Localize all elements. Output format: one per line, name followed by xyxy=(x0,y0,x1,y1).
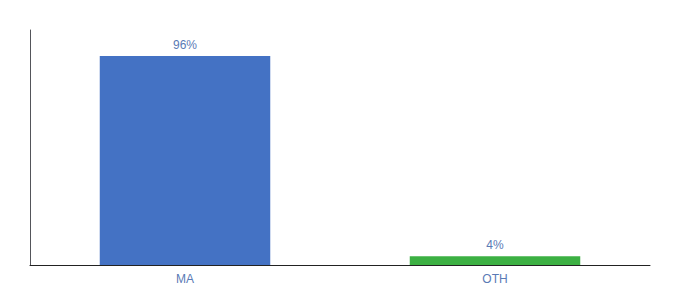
svg-text:4%: 4% xyxy=(486,238,504,252)
svg-text:96%: 96% xyxy=(173,38,197,52)
svg-text:MA: MA xyxy=(176,272,194,286)
svg-text:OTH: OTH xyxy=(482,272,507,286)
